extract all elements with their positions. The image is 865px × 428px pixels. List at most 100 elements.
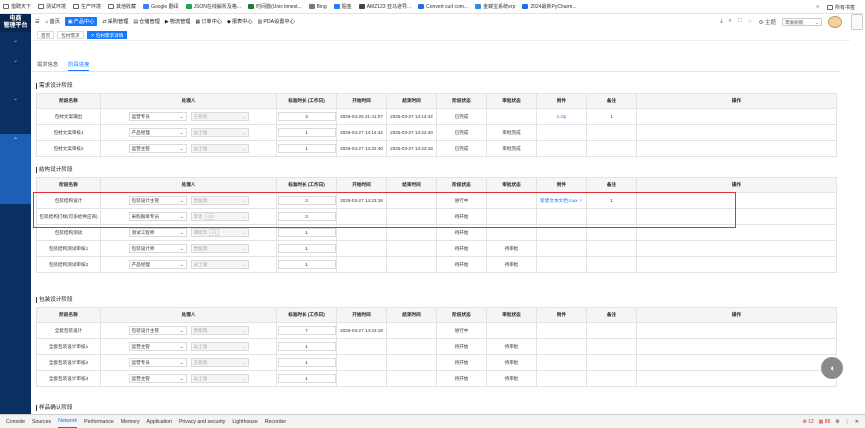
remove-file-icon[interactable]: ✕ [577,197,583,203]
nav-item-3[interactable]: ⇄ 采购管理 [102,18,128,26]
warning-count[interactable]: ▦ 88 [819,419,831,425]
role-select[interactable]: 运营主管 ⌄ [128,342,187,351]
tab-info[interactable]: 需求信息 [37,62,59,68]
gear-icon[interactable]: ⚙ [835,419,840,425]
action-cell[interactable] [636,370,837,387]
action-cell[interactable] [636,140,837,157]
person-select[interactable]: 王晓燕 ⌄ [190,112,249,121]
bookmark-item[interactable]: AMZ123 亚马逊导... [358,3,411,10]
theme-toggle[interactable]: ⚙ 主题 [759,18,776,26]
role-select[interactable]: 运营主管 ⌄ [128,374,187,383]
person-select[interactable]: 吴士雄 ⌄ [190,260,249,269]
float-action-button[interactable]: ◖ [821,357,843,379]
all-bookmarks[interactable]: 所有书签 [826,4,855,11]
close-icon[interactable]: ✕ [854,419,859,425]
duration-input[interactable]: 1 [277,144,336,153]
devtools-tab[interactable]: Application [146,418,172,425]
role-select[interactable]: 采购跟单专员 ⌄ [128,212,187,221]
devtools-tab[interactable]: Memory [120,418,140,425]
nav-item-1[interactable]: ⌂ 首页 [45,18,59,26]
role-select[interactable]: 包装设计师 ⌄ [128,244,187,253]
bookmark-item[interactable]: 猎聘天下 [3,3,31,10]
person-select[interactable]: 谭新华 +1 ⌄ [190,228,249,237]
search-icon[interactable]: ⌕ [728,18,732,24]
bookmark-item[interactable]: Google 翻译 [143,3,179,10]
duration-input[interactable]: 1 [277,374,336,383]
role-select[interactable]: 产品经理 ⌄ [128,260,187,269]
approval-status[interactable]: 审批完成 [486,140,537,157]
duration-input[interactable]: 1 [277,260,336,269]
tag-item[interactable]: ✕ 包材需求详情 [86,30,128,39]
action-cell[interactable] [636,256,837,273]
store-select[interactable]: 苹果刷新 ⌄ [782,17,822,26]
bookmark-item[interactable]: 掘金 [333,3,352,10]
more-bookmarks-icon[interactable]: » [816,4,819,10]
role-select[interactable]: 包装设计主管 ⌄ [128,196,187,205]
person-select[interactable]: 吴士雄 ⌄ [190,128,249,137]
bookmark-item[interactable]: 生产环境 [73,3,101,10]
nav-item-2[interactable]: ▣ 产品中心 [64,17,98,26]
scroll-handle[interactable] [851,14,863,30]
nav-item-6[interactable]: ▦ 订单中心 [196,18,223,26]
duration-input[interactable]: 3 [277,212,336,221]
devtools-tab[interactable]: Sources [32,418,52,425]
person-select[interactable]: 吴士雄 ⌄ [190,374,249,383]
bookmark-item[interactable]: 金蝶宝系统erp [475,3,515,10]
action-cell[interactable] [636,240,837,257]
role-select[interactable]: 运营专员 ⌄ [128,358,187,367]
tab-progress[interactable]: 阶段进度 [68,60,90,71]
bookmark-item[interactable]: 测试环境 [38,3,66,10]
sidebar-item-active[interactable]: ⌃ [0,134,31,204]
bookmark-item[interactable]: Bing [308,4,327,10]
person-select[interactable]: 贾能瑞 ⌄ [190,244,249,253]
error-count[interactable]: ⊗ 12 [802,419,813,425]
nav-item-5[interactable]: ▶ 物流管理 [165,18,191,26]
bookmark-item[interactable]: 时间戳(Unix timest... [248,3,302,10]
person-select[interactable]: 吴士雄 ⌄ [190,144,249,153]
person-select[interactable]: 贾能瑞 ⌄ [190,196,249,205]
devtools-tab[interactable]: Recorder [264,418,287,425]
duration-input[interactable]: 1 [277,342,336,351]
action-cell[interactable] [636,354,837,371]
bell-icon[interactable]: ♢ [747,18,753,25]
tag-item[interactable]: 包材需求 [57,30,84,39]
action-cell[interactable] [636,338,837,355]
devtools-tab[interactable]: Performance [84,418,114,425]
attachment-link[interactable]: 1.zip [556,114,567,119]
duration-input[interactable]: 1 [277,128,336,137]
duration-input[interactable]: 1 [277,228,336,237]
sidebar-item-1[interactable]: ⌄ [12,38,19,44]
nav-item-0[interactable]: ☰ [35,19,40,25]
attachment-link[interactable]: 新建文本文档.max [540,197,578,203]
sidebar-item-2[interactable]: ⌄ [12,58,19,64]
nav-item-7[interactable]: ◆ 报表中心 [227,18,253,26]
person-select[interactable]: 吴士雄 ⌄ [190,342,249,351]
devtools-tab[interactable]: Console [6,418,26,425]
bookmark-item[interactable]: Convert curl com... [418,4,468,10]
tag-item[interactable]: 首页 [37,30,55,39]
nav-item-4[interactable]: ▤ 仓储管理 [133,18,160,26]
action-cell[interactable] [636,108,837,125]
action-cell[interactable] [636,124,837,141]
download-icon[interactable]: ⤓ [720,18,723,24]
duration-input[interactable]: 3 [277,196,336,205]
duration-input[interactable]: 1 [277,358,336,367]
bookmark-item[interactable]: 其他收藏 [108,3,136,10]
person-select[interactable]: 李思 +3 ⌄ [190,212,249,221]
bookmark-item[interactable]: 2024最新PyCharm... [522,3,577,10]
role-select[interactable]: 测试工程师 ⌄ [128,228,187,237]
nav-item-8[interactable]: ▥ PDA设置中心 [258,18,295,26]
more-icon[interactable]: ⋮ [844,419,850,425]
action-cell[interactable] [636,322,837,339]
sidebar-item-3[interactable]: ⌄ [12,96,19,102]
avatar[interactable] [828,15,842,28]
bookmark-item[interactable]: JSON在线解析及格... [185,3,241,10]
role-select[interactable]: 运营主管 ⌄ [128,144,187,153]
approval-status[interactable]: 审批完成 [486,124,537,141]
person-select[interactable]: 王晓燕 ⌄ [190,358,249,367]
duration-input[interactable]: 1 [277,244,336,253]
duration-input[interactable]: 7 [277,326,336,335]
role-select[interactable]: 产品经理 ⌄ [128,128,187,137]
role-select[interactable]: 包装设计主管 ⌄ [128,326,187,335]
devtools-tab[interactable]: Network [58,416,78,428]
